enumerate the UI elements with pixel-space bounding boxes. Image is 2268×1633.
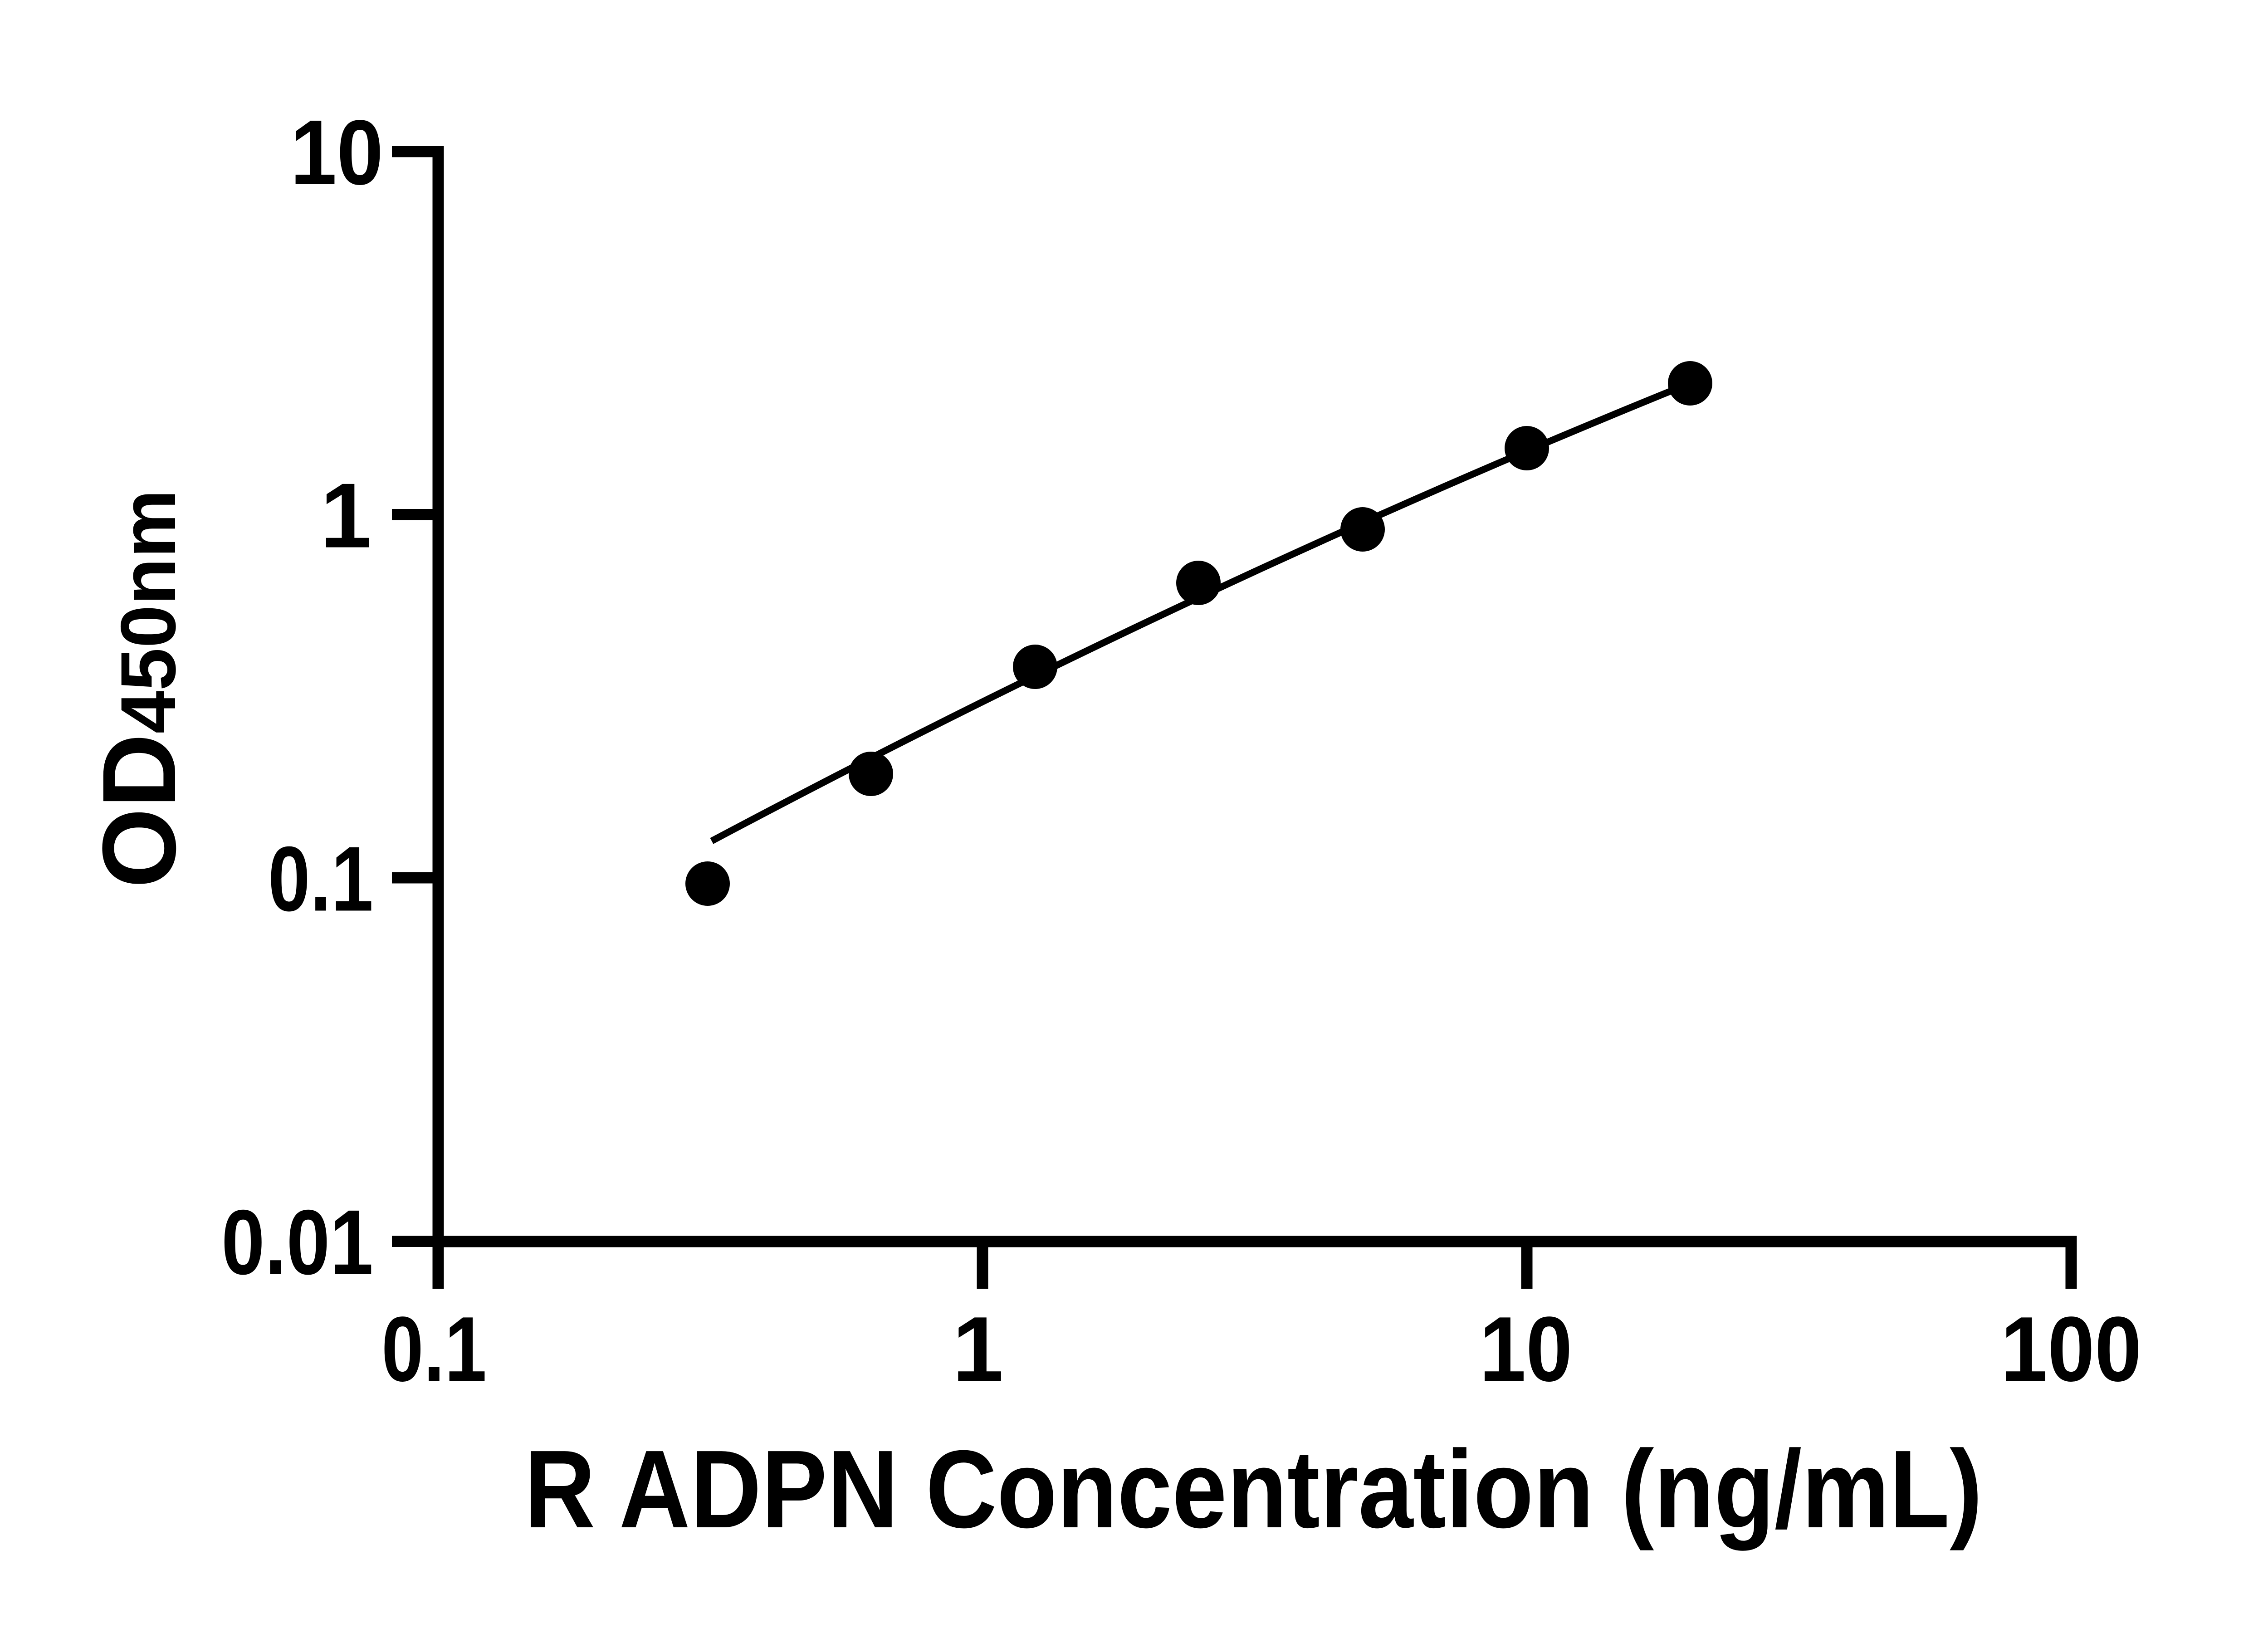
svg-text:0.01: 0.01 — [221, 1191, 373, 1294]
svg-text:R ADPN Concentration (ng/mL): R ADPN Concentration (ng/mL) — [524, 1427, 1983, 1551]
svg-text:100: 100 — [2001, 1298, 2142, 1401]
svg-text:10: 10 — [290, 101, 383, 204]
svg-text:10: 10 — [1480, 1298, 1573, 1401]
svg-text:1: 1 — [953, 1298, 1004, 1401]
svg-text:0.1: 0.1 — [268, 828, 373, 931]
svg-text:1: 1 — [320, 464, 371, 567]
svg-text:0.1: 0.1 — [381, 1298, 487, 1401]
